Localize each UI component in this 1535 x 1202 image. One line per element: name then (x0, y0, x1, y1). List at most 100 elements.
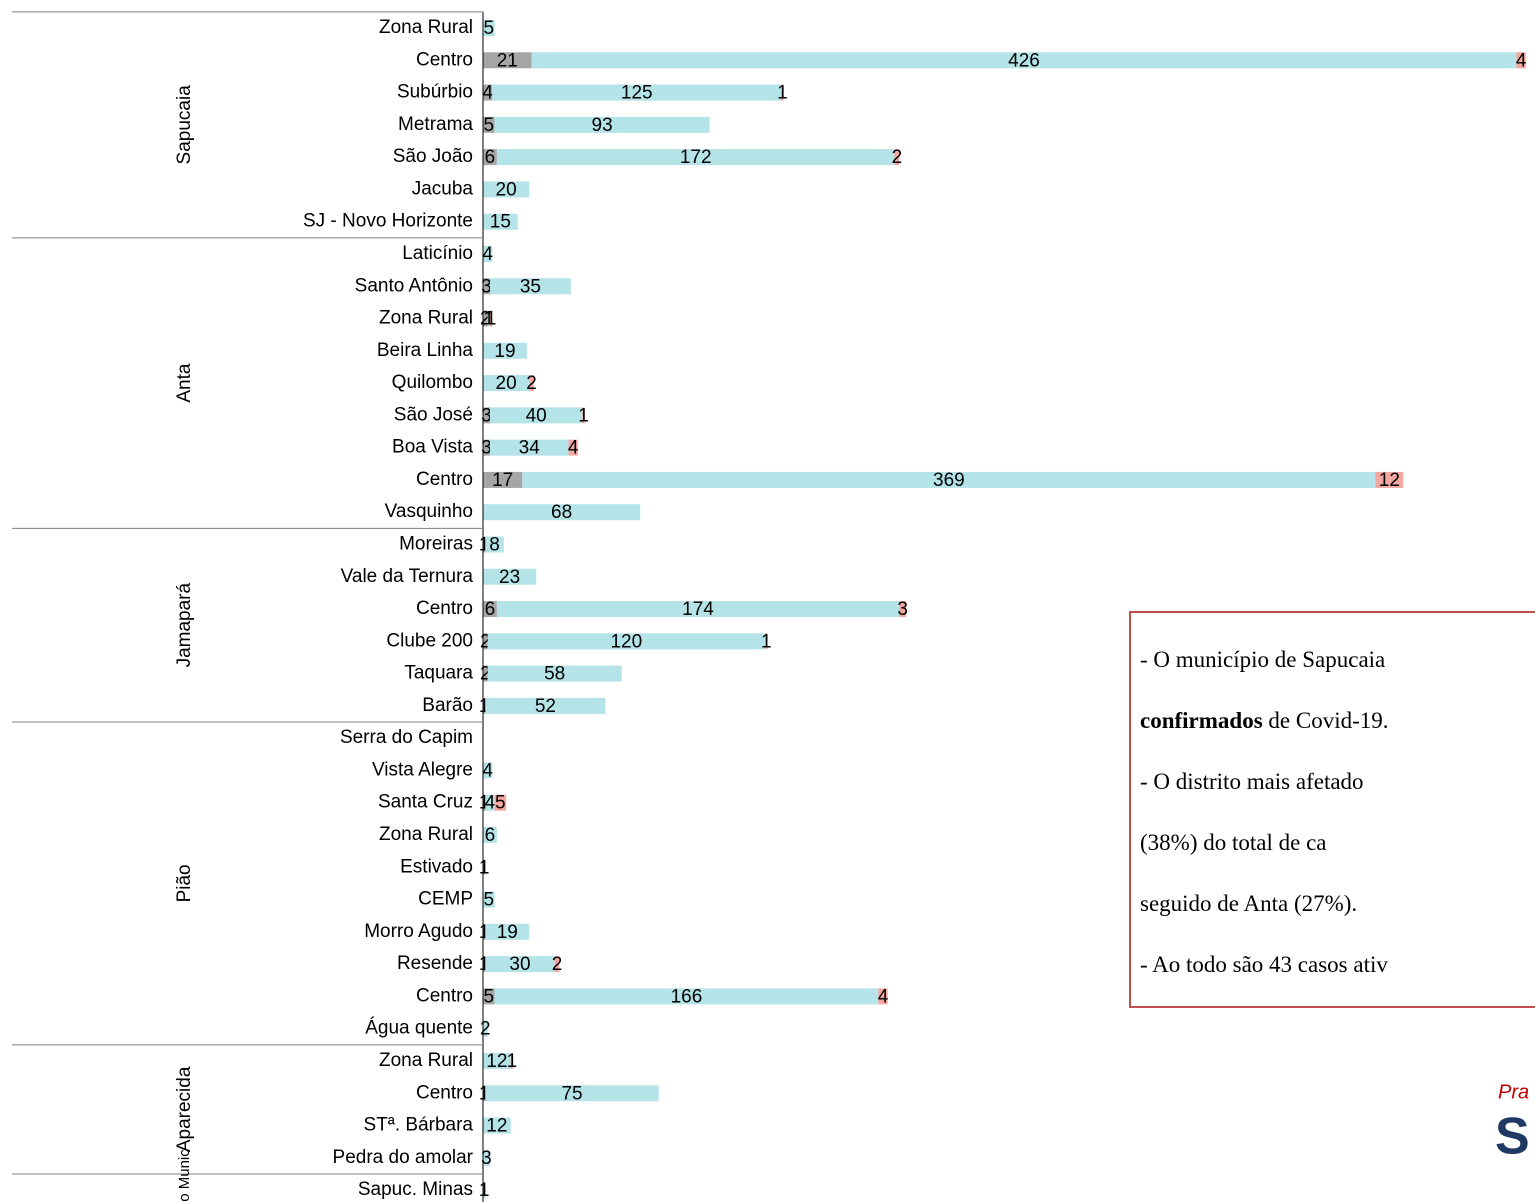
data-label: 58 (544, 664, 565, 685)
data-label: 21 (497, 50, 518, 71)
category-label: Centro (416, 598, 473, 619)
data-label: 2 (892, 147, 903, 168)
category-label: Vista Alegre (372, 759, 473, 780)
data-label: 1 (578, 405, 589, 426)
category-label: São José (394, 404, 473, 425)
data-label: 2 (480, 309, 491, 330)
bar-segment (487, 310, 490, 327)
bar-segment (483, 891, 495, 908)
bar-segment (483, 1182, 486, 1199)
data-label: 1 (507, 1051, 518, 1072)
category-label: Taquara (404, 663, 473, 684)
category-label: São João (393, 146, 473, 167)
note-segment: (38%) do total de ca (1140, 830, 1326, 855)
bar-segment (582, 407, 585, 424)
data-label: 6 (485, 825, 496, 846)
bar-segment (1516, 52, 1526, 69)
data-label: 5 (483, 986, 494, 1007)
bar-segment (531, 52, 1517, 69)
note-line: - O município de Sapucaia (1140, 647, 1385, 672)
note-segment: - O município de Sapucaia (1140, 647, 1385, 672)
data-label: 4 (485, 793, 496, 814)
data-label: 1 (479, 922, 490, 943)
category-label: Vasquinho (385, 501, 473, 522)
data-label: 1 (479, 793, 490, 814)
bar-segment (483, 536, 486, 553)
data-label: 1 (483, 309, 494, 330)
group-label: Jamapará (174, 583, 195, 668)
data-label: 2 (526, 373, 537, 394)
note-segment: seguido de Anta (27%). (1140, 891, 1357, 916)
category-label: Estivado (400, 856, 473, 877)
data-label: 1 (761, 631, 772, 652)
data-label: 5 (483, 18, 494, 39)
bar-segment (489, 310, 493, 327)
bar-segment (1375, 471, 1404, 488)
group-label: Sapucaia (174, 85, 195, 165)
bar-segment (483, 859, 486, 876)
data-label: 174 (682, 599, 714, 620)
category-label: Centro (416, 469, 473, 490)
data-label: 6 (485, 147, 496, 168)
category-label: Resende (397, 953, 473, 974)
category-label: Laticínio (402, 243, 473, 264)
category-label: Jacuba (412, 178, 474, 199)
note-line: - Ao todo são 43 casos ativ (1140, 952, 1388, 977)
bar-segment (483, 988, 495, 1005)
category-label: Pedra do amolar (333, 1147, 474, 1168)
data-label: 40 (526, 405, 547, 426)
logo-letter: S (1495, 1108, 1530, 1166)
note-segment: - Ao todo são 43 casos ativ (1140, 952, 1388, 977)
category-label: CEMP (418, 889, 473, 910)
data-label: 1 (479, 1083, 490, 1104)
bar-segment (554, 956, 560, 973)
category-label: Beira Linha (377, 340, 474, 361)
data-label: 1 (479, 954, 490, 975)
data-label: 68 (551, 502, 572, 523)
data-label: 19 (497, 922, 518, 943)
bar-segment (494, 794, 507, 811)
category-label: Barão (422, 695, 473, 716)
category-label: Zona Rural (379, 824, 473, 845)
data-label: 4 (878, 986, 889, 1007)
bar-segment (483, 697, 486, 714)
category-label: Vale da Ternura (341, 566, 474, 587)
bar-segment (483, 601, 497, 618)
bar-segment (483, 568, 537, 585)
data-label: 4 (482, 760, 493, 781)
data-label: 172 (680, 147, 712, 168)
data-label: 2 (480, 631, 491, 652)
note-segment: - O distrito mais afetado (1140, 769, 1364, 794)
bar-segment (485, 536, 504, 553)
bar-segment (485, 923, 530, 940)
data-label: 1 (479, 534, 490, 555)
note-line: - O distrito mais afetado (1140, 769, 1364, 794)
bar-segment (483, 20, 495, 36)
note-segment: de Covid-19. (1263, 708, 1389, 733)
category-label: Zona Rural (379, 17, 473, 38)
data-label: 5 (483, 115, 494, 136)
data-label: 3 (897, 599, 908, 620)
bar-segment (483, 504, 641, 521)
bar-segment (485, 697, 606, 714)
data-label: 369 (933, 470, 965, 491)
data-label: 52 (535, 696, 556, 717)
note-line: confirmados de Covid-19. (1140, 708, 1389, 733)
bar-segment (483, 439, 490, 456)
data-label: 34 (519, 438, 541, 459)
data-label: 1 (479, 696, 490, 717)
data-label: 5 (495, 793, 506, 814)
bar-segment (487, 665, 622, 682)
group-label: Anta (174, 363, 195, 403)
bar-segment (483, 827, 497, 843)
data-label: 93 (592, 115, 613, 136)
bar-segment (483, 245, 493, 262)
data-label: 3 (481, 1148, 492, 1169)
data-label: 4 (1516, 50, 1527, 71)
category-label: Água quente (365, 1018, 473, 1039)
data-label: 426 (1008, 50, 1040, 71)
data-label: 35 (520, 276, 541, 297)
data-label: 1 (479, 1180, 490, 1201)
category-label: Santa Cruz (378, 792, 473, 813)
data-label: 125 (621, 83, 653, 104)
